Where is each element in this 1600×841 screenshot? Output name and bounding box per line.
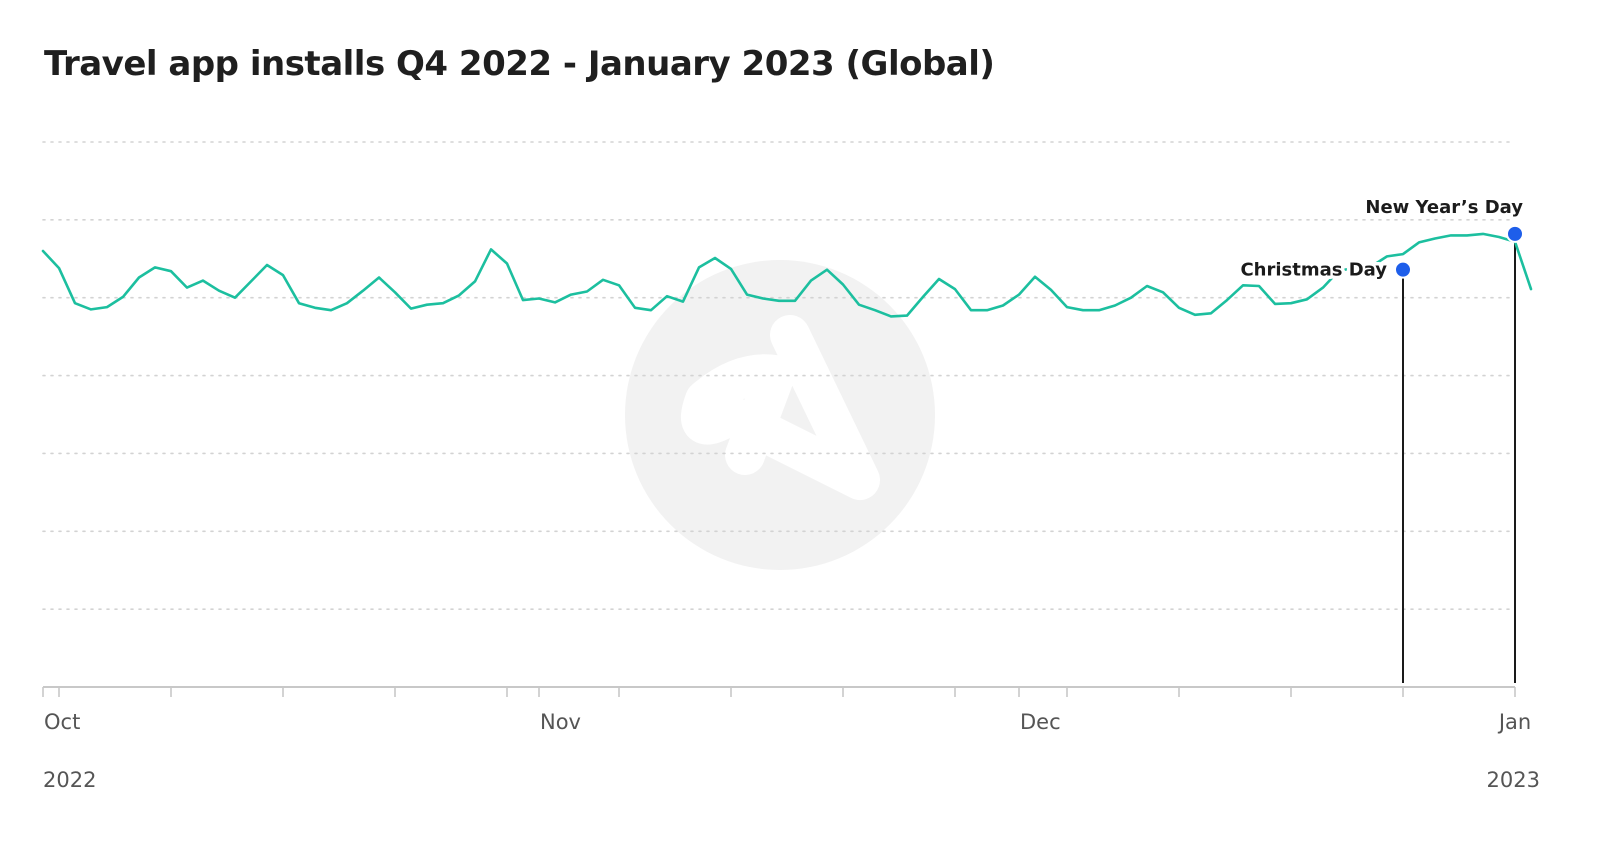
company-logo-watermark-icon (625, 260, 935, 570)
year-label: 2022 (43, 768, 96, 792)
x-axis-tick-labels: Oct Nov Dec Jan (44, 710, 1531, 734)
x-axis-ticks (42, 687, 1516, 697)
annotation-label-halo: Christmas Day (1240, 260, 1387, 281)
series-line (41, 232, 1533, 318)
chart-title: Travel app installs Q4 2022 - January 20… (44, 44, 995, 84)
annotation-marker (1394, 260, 1412, 279)
annotation-label-halo: New Year’s Day (1365, 197, 1523, 218)
annotation-drop-lines (1402, 233, 1516, 683)
annotation-markers (1394, 224, 1524, 279)
year-labels: 2022 2023 (43, 768, 1540, 792)
annotation-marker (1506, 224, 1524, 243)
x-tick-label: Dec (1020, 710, 1061, 734)
x-tick-label: Jan (1497, 710, 1531, 734)
year-label: 2023 (1487, 768, 1540, 792)
annotation-label: New Year’s Day (1365, 197, 1523, 218)
annotation-label: Christmas Day (1240, 260, 1387, 281)
x-tick-label: Oct (44, 710, 80, 734)
series-group (41, 232, 1533, 318)
x-tick-label: Nov (540, 710, 581, 734)
